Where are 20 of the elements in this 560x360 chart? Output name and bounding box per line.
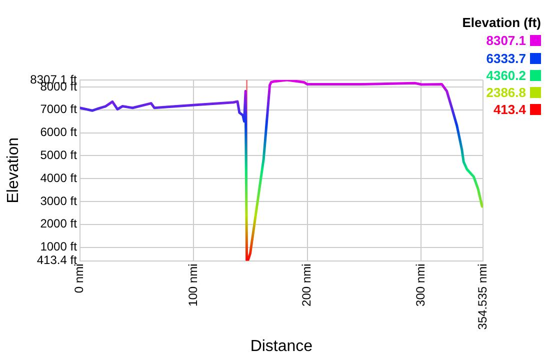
x-tick-label: 0 nmi: [72, 264, 86, 294]
y-tick-label: 5000 ft: [40, 148, 78, 162]
text: 4360.2: [486, 68, 526, 83]
text: 8307.1: [486, 33, 526, 48]
y-tick-label: 1000 ft: [40, 240, 78, 254]
y-tick-label: 3000 ft: [40, 194, 78, 208]
x-tick-label: 100 nmi: [186, 264, 200, 306]
text: 413.4: [493, 102, 526, 118]
x-tick-label: 200 nmi: [300, 264, 314, 306]
y-tick-label: 2000 ft: [40, 216, 78, 231]
x-tick-label: 354.535 nmi: [475, 264, 490, 330]
y-tick-label: 6000 ft: [40, 125, 78, 140]
x-tick-label: 300 nmi: [413, 264, 428, 306]
x-axis-title: Distance: [250, 338, 313, 355]
text: 2386.8: [486, 85, 526, 100]
text: 6333.7: [486, 50, 526, 66]
y-tick-label: 4000 ft: [40, 170, 78, 185]
y-axis-title: Elevation: [5, 137, 22, 204]
y-tick-label: 7000 ft: [40, 102, 78, 116]
color-bar-title: Elevation (ft): [462, 14, 541, 32]
